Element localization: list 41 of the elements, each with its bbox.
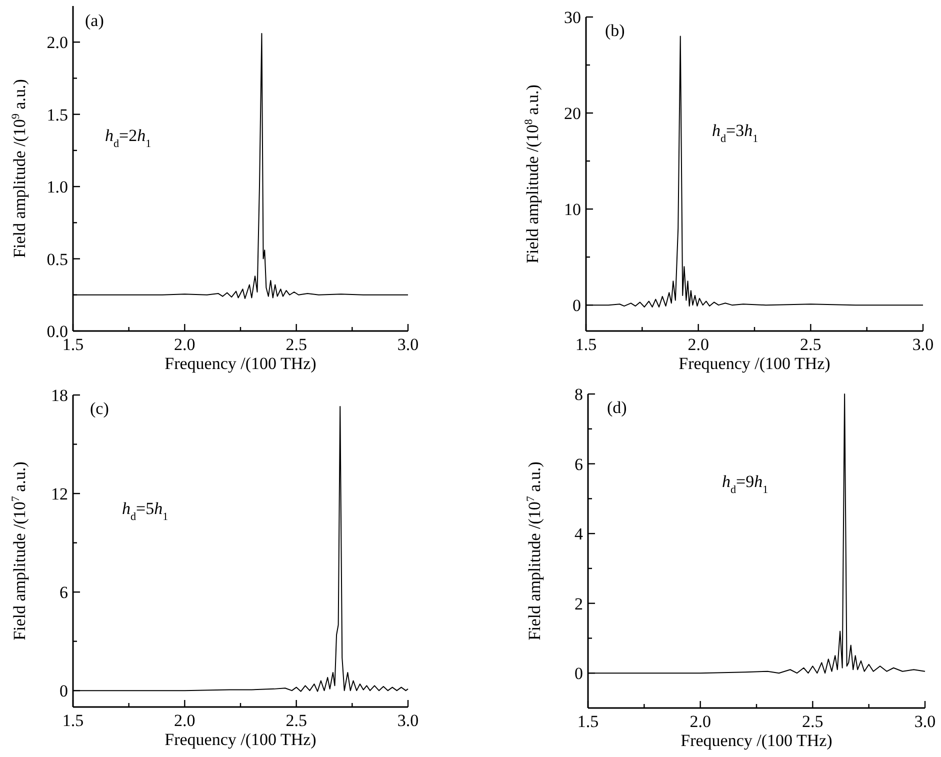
x-axis-title: Frequency /(100 THz) [680,731,832,750]
y-tick-label: 0 [572,296,581,316]
y-tick-label: 30 [564,8,581,27]
x-tick-label: 3.0 [912,335,934,354]
x-tick-label: 3.0 [914,712,936,731]
x-tick-label: 2.5 [802,712,824,731]
x-tick-label: 2.0 [690,712,711,731]
y-tick-label: 20 [564,104,581,124]
x-tick-label: 3.0 [397,335,419,354]
y-tick-label: 8 [574,385,583,404]
annotation: h$_{d}$=5h$_{1}$ [122,499,168,523]
y-tick-label: 1.5 [46,105,68,124]
y-tick-label: 6 [60,583,68,602]
y-tick-label: 2 [574,594,583,614]
x-tick-label: 2.5 [800,335,822,354]
annotation: (d) [607,398,627,417]
y-tick-label: 4 [574,524,584,544]
x-tick-label: 2.0 [174,711,196,730]
annotation: h$_{d}$=9h$_{1}$ [722,472,768,496]
annotation: (c) [90,399,109,418]
y-tick-label: 0 [60,682,68,701]
y-tick-label: 12 [51,484,68,504]
x-tick-label: 2.0 [174,335,196,354]
x-tick-label: 2.5 [286,711,307,730]
y-tick-label: 1.0 [46,178,68,197]
x-tick-label: 2.5 [286,335,307,354]
y-tick-label: 6 [574,454,583,474]
y-tick-label: 0 [574,664,583,684]
x-tick-label: 2.0 [688,335,709,354]
y-tick-label: 10 [564,200,581,220]
annotation: h$_{d}$=2h$_{1}$ [105,126,152,150]
annotation: (b) [605,21,625,40]
y-tick-label: 18 [51,386,68,405]
x-axis-title: Frequency /(100 THz) [164,354,316,373]
annotation: (a) [85,11,104,30]
y-tick-label: 0.5 [46,250,68,269]
y-tick-label: 2.0 [46,33,68,52]
x-axis-title: Frequency /(100 THz) [678,354,830,373]
x-tick-label: 3.0 [397,711,419,730]
annotation: h$_{d}$=3h$_{1}$ [712,121,758,145]
x-axis-title: Frequency /(100 THz) [164,730,316,749]
